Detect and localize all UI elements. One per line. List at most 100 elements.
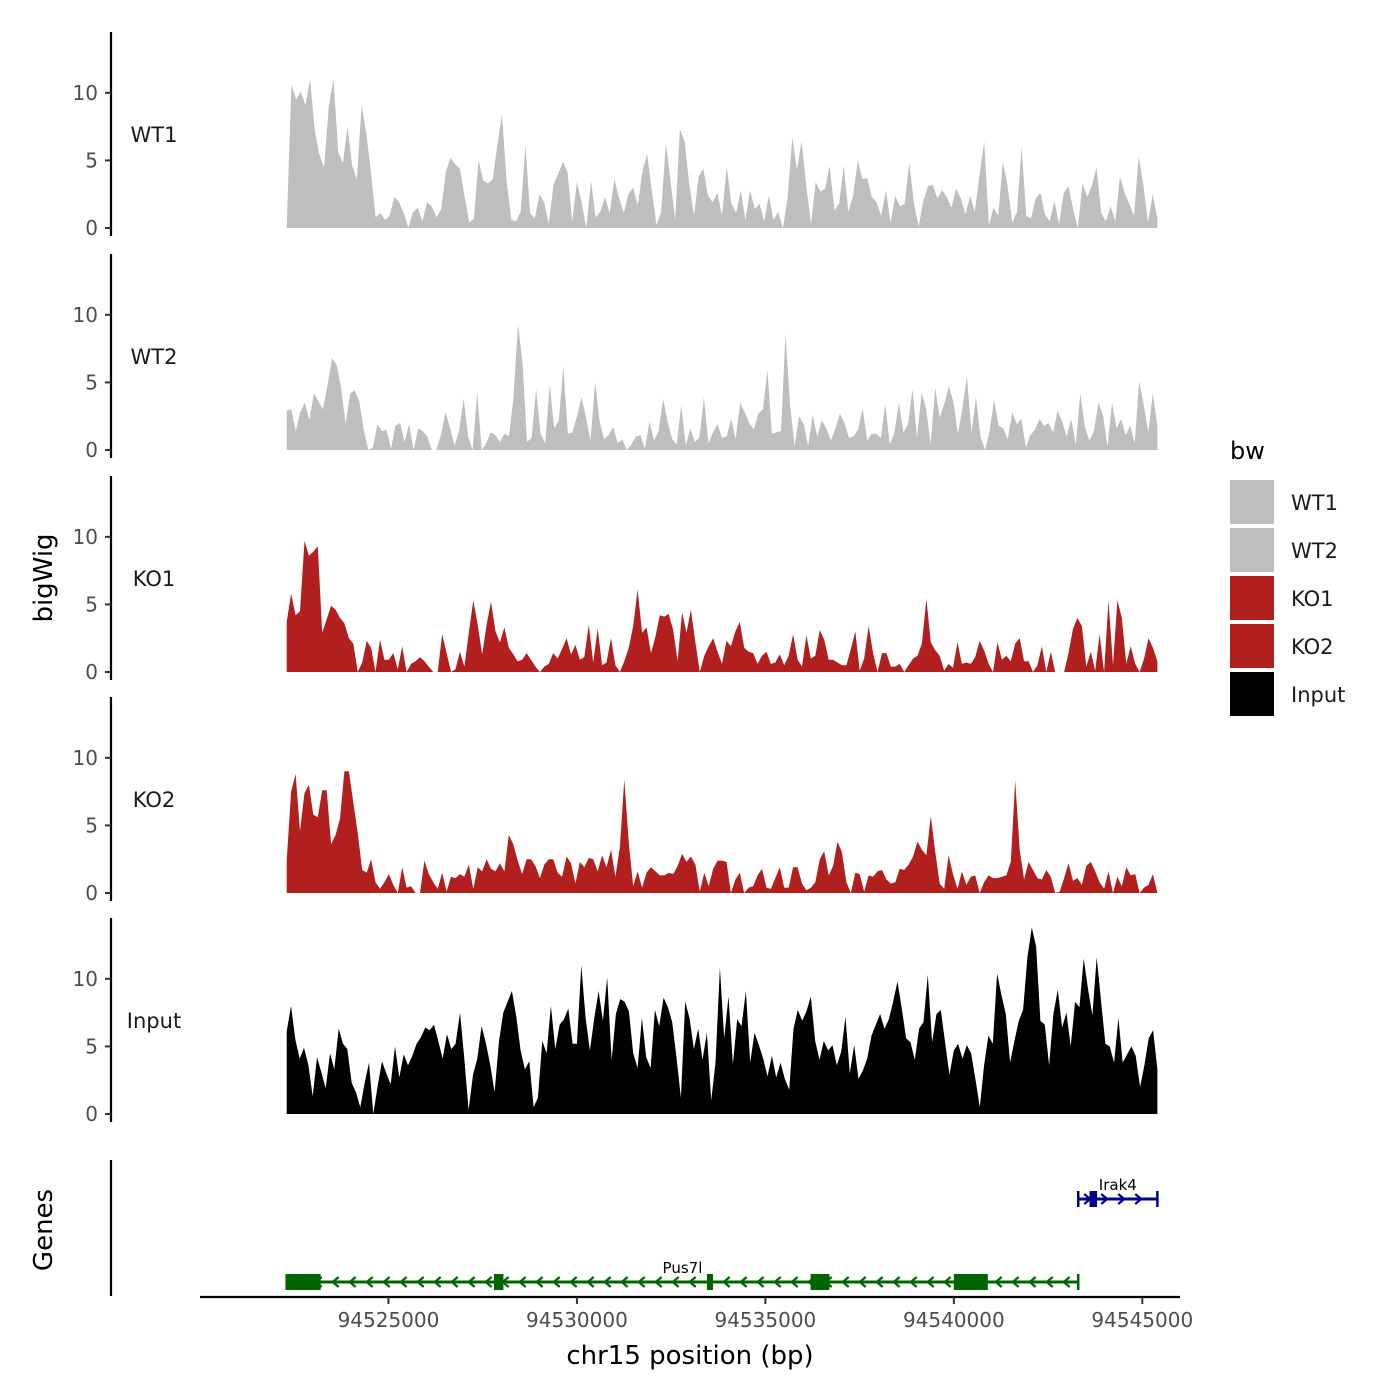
strand-arrow xyxy=(908,1276,918,1288)
strand-arrow xyxy=(466,1276,476,1288)
legend: bw WT1 WT2 KO1 KO2 Input xyxy=(1230,437,1345,716)
x-axis: 94525000 94530000 94535000 94540000 94545000 xyxy=(200,1295,1193,1332)
strand-arrow xyxy=(534,1276,544,1288)
gene-irak4: Irak4 xyxy=(1076,1176,1159,1207)
strand-arrow xyxy=(1134,1193,1143,1205)
area-wt1 xyxy=(286,79,1158,228)
strand-arrow xyxy=(330,1276,340,1288)
x-axis-title: chr15 position (bp) xyxy=(566,1341,813,1371)
y-tick-label: 5 xyxy=(85,813,98,837)
gene-panel: Pus7l Irak4 xyxy=(109,1160,1159,1296)
strand-arrow xyxy=(517,1276,527,1288)
x-tick-label: 94535000 xyxy=(714,1308,816,1332)
track-wt2: 0 5 10 WT2 xyxy=(73,254,1158,462)
strand-arrow xyxy=(772,1276,782,1288)
strand-arrow xyxy=(721,1276,731,1288)
strand-arrow xyxy=(602,1276,612,1288)
legend-key-wt2 xyxy=(1230,528,1274,572)
y-tick-label: 10 xyxy=(73,303,98,327)
y-tick-label: 10 xyxy=(73,967,98,991)
y-tick-label: 5 xyxy=(85,370,98,394)
area-input xyxy=(286,927,1158,1114)
strand-arrow xyxy=(568,1276,578,1288)
track-label-ko2: KO2 xyxy=(133,788,176,812)
strand-arrow xyxy=(415,1276,425,1288)
y-tick-label: 0 xyxy=(85,1102,98,1126)
legend-key-ko2 xyxy=(1230,624,1274,668)
y-tick-label: 0 xyxy=(85,881,98,905)
exon xyxy=(494,1274,504,1290)
y-tick-label: 5 xyxy=(85,592,98,616)
strand-arrow xyxy=(857,1276,867,1288)
y-tick-label: 5 xyxy=(85,148,98,172)
exon xyxy=(286,1274,321,1290)
legend-label-ko1: KO1 xyxy=(1291,587,1334,611)
strand-arrow xyxy=(789,1276,799,1288)
gene-pus7l: Pus7l xyxy=(285,1259,1080,1290)
track-wt1: 0 5 10 WT1 xyxy=(73,32,1158,240)
strand-arrow xyxy=(1010,1276,1020,1288)
legend-label-wt2: WT2 xyxy=(1291,539,1338,563)
strand-arrow xyxy=(874,1276,884,1288)
strand-arrow xyxy=(942,1276,952,1288)
legend-label-input: Input xyxy=(1291,683,1345,707)
strand-arrow xyxy=(891,1276,901,1288)
track-label-input: Input xyxy=(127,1009,181,1033)
x-tick-label: 94525000 xyxy=(338,1308,440,1332)
area-wt2 xyxy=(286,324,1158,450)
x-tick-label: 94545000 xyxy=(1091,1308,1193,1332)
strand-arrow xyxy=(619,1276,629,1288)
strand-arrow xyxy=(636,1276,646,1288)
exon xyxy=(1089,1191,1098,1207)
gene-label: Irak4 xyxy=(1099,1176,1137,1194)
track-label-ko1: KO1 xyxy=(133,567,176,591)
legend-key-input xyxy=(1230,672,1274,716)
x-tick-label: 94540000 xyxy=(903,1308,1005,1332)
legend-title: bw xyxy=(1230,437,1265,465)
strand-arrow xyxy=(738,1276,748,1288)
strand-arrow xyxy=(670,1276,680,1288)
strand-arrow xyxy=(1117,1193,1126,1205)
y-tick-label: 10 xyxy=(73,525,98,549)
strand-arrow xyxy=(1061,1276,1071,1288)
strand-arrow xyxy=(551,1276,561,1288)
strand-arrow xyxy=(381,1276,391,1288)
y-axis-title-bigwig: bigWig xyxy=(29,533,59,622)
strand-arrow xyxy=(449,1276,459,1288)
track-input: 0 5 10 Input xyxy=(73,918,1158,1126)
exon xyxy=(810,1274,830,1290)
strand-arrow xyxy=(755,1276,765,1288)
strand-arrow xyxy=(347,1276,357,1288)
exon xyxy=(706,1274,713,1290)
y-tick-label: 10 xyxy=(73,81,98,105)
area-ko1 xyxy=(286,540,1158,672)
y-axis-title-genes: Genes xyxy=(29,1189,59,1271)
strand-arrow xyxy=(483,1276,493,1288)
x-tick-label: 94530000 xyxy=(526,1308,628,1332)
legend-label-wt1: WT1 xyxy=(1291,491,1338,515)
y-tick-label: 0 xyxy=(85,216,98,240)
legend-label-ko2: KO2 xyxy=(1291,635,1334,659)
strand-arrow xyxy=(653,1276,663,1288)
strand-arrow xyxy=(364,1276,374,1288)
exon xyxy=(953,1274,988,1290)
strand-arrow xyxy=(1027,1276,1037,1288)
strand-arrow xyxy=(1100,1193,1109,1205)
track-label-wt2: WT2 xyxy=(131,345,178,369)
y-tick-label: 5 xyxy=(85,1034,98,1058)
strand-arrow xyxy=(432,1276,442,1288)
y-tick-label: 10 xyxy=(73,746,98,770)
strand-arrow xyxy=(1044,1276,1054,1288)
strand-arrow xyxy=(840,1276,850,1288)
strand-arrow xyxy=(687,1276,697,1288)
strand-arrow xyxy=(398,1276,408,1288)
gene-label: Pus7l xyxy=(663,1259,703,1277)
track-panels: 0 5 10 WT1 0 5 10 WT2 0 5 10 KO1 0 5 10 KO2 0 5 10 Input xyxy=(73,32,1158,1126)
y-tick-label: 0 xyxy=(85,438,98,462)
strand-arrow xyxy=(925,1276,935,1288)
y-tick-label: 0 xyxy=(85,660,98,684)
legend-key-wt1 xyxy=(1230,480,1274,524)
area-ko2 xyxy=(286,771,1158,893)
track-ko1: 0 5 10 KO1 xyxy=(73,476,1158,684)
track-ko2: 0 5 10 KO2 xyxy=(73,697,1158,905)
